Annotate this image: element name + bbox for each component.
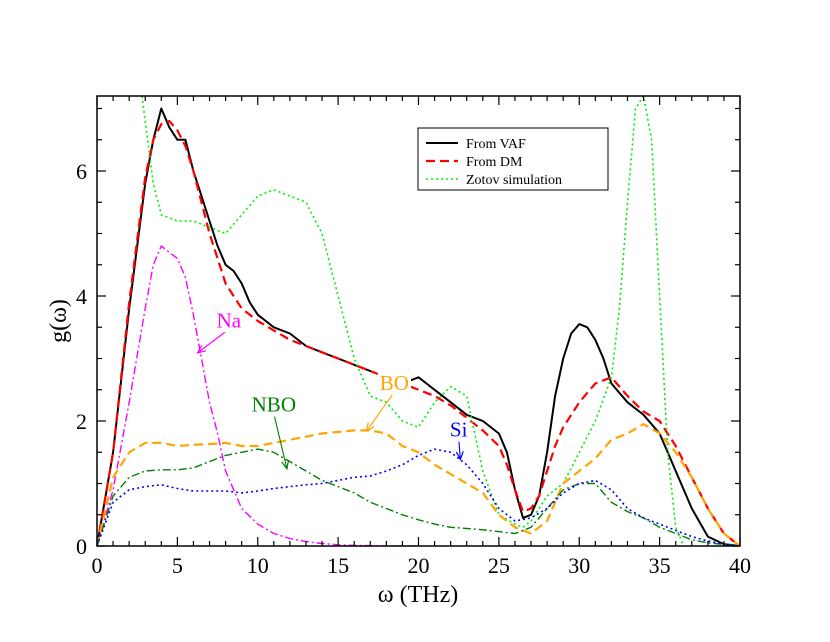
annotation-arrow-nbo <box>273 413 287 468</box>
y-tick-label: 6 <box>76 159 87 184</box>
annotation-label-nbo: NBO <box>252 393 296 417</box>
x-tick-label: 30 <box>568 553 590 578</box>
x-tick-label: 35 <box>649 553 671 578</box>
x-tick-label: 40 <box>729 553 751 578</box>
annotation-label-bo: BO <box>380 371 409 395</box>
annotation-label-si: Si <box>450 418 468 442</box>
x-tick-label: 25 <box>488 553 510 578</box>
annotation-label-na: Na <box>217 308 242 332</box>
axis-ticks <box>96 96 741 547</box>
legend: From VAF From DM Zotov simulation <box>417 127 609 191</box>
series-line-nbo <box>97 448 740 546</box>
x-tick-labels: 0 5 10 15 20 25 30 35 40 <box>92 553 752 578</box>
annotation-bg-bo <box>377 370 411 395</box>
x-tick-label: 20 <box>408 553 430 578</box>
annotation-arrow-na <box>198 328 230 352</box>
legend-label-from-vaf: From VAF <box>466 137 526 152</box>
y-tick-label: 2 <box>76 409 87 434</box>
x-tick-label: 5 <box>172 553 183 578</box>
x-tick-label: 0 <box>92 553 103 578</box>
x-tick-label: 10 <box>247 553 269 578</box>
series-line-si <box>97 448 740 546</box>
y-tick-labels: 0 2 4 6 <box>76 159 87 559</box>
y-axis-label: g(ω) <box>46 299 72 343</box>
y-tick-label: 4 <box>76 284 87 309</box>
annotation-bg-si <box>447 417 470 442</box>
series-line-na <box>97 245 419 546</box>
x-axis-label: ω (THz) <box>378 582 458 608</box>
legend-label-zotov-simulation: Zotov simulation <box>466 173 562 188</box>
x-tick-label: 15 <box>327 553 349 578</box>
series-line-zotov-simulation <box>141 96 685 546</box>
y-tick-label: 0 <box>76 534 87 559</box>
series-line-bo <box>97 423 740 546</box>
legend-box <box>417 127 609 191</box>
annotation-bg-nbo <box>249 392 298 417</box>
annotation-bg-na <box>214 308 244 333</box>
annotation-layer: Na BO NBO Si <box>198 308 470 468</box>
legend-label-from-dm: From DM <box>466 155 523 170</box>
annotation-arrow-si <box>459 438 461 459</box>
annotation-arrow-bo <box>367 391 395 431</box>
